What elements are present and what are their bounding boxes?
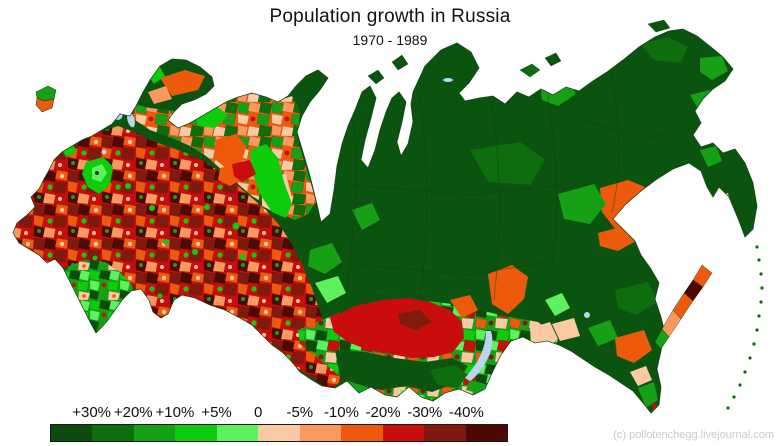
- legend-labels: +30% +20% +10% +5% 0 -5% -10% -20% -30% -40%: [50, 403, 508, 424]
- legend-swatch-3: [175, 425, 217, 441]
- kaliningrad-exclave: [35, 85, 57, 113]
- legend-label: +20%: [113, 404, 153, 421]
- legend-swatch-7: [341, 425, 383, 441]
- lake-taymyr: [443, 78, 453, 82]
- coastline-stroke: [12, 28, 758, 414]
- city-growth-specks: [92, 183, 246, 299]
- legend-label: 0: [254, 404, 263, 421]
- legend-swatch-5: [258, 425, 300, 441]
- legend-label: -30%: [407, 404, 443, 421]
- rybinsk-reservoir: [101, 149, 107, 155]
- west-siberia-patches: [308, 142, 545, 303]
- legend-label: -10%: [323, 404, 359, 421]
- kuril-islands: [726, 245, 764, 410]
- legend-label: +30%: [72, 404, 112, 421]
- attribution: (c) pollotenchegg.livejournal.com: [613, 429, 774, 441]
- region-borders: [345, 71, 681, 301]
- lake-onega: [127, 112, 135, 128]
- legend-swatch-4: [216, 425, 259, 441]
- legend-label: +10%: [155, 404, 195, 421]
- kola-patches: [146, 64, 228, 128]
- legend-swatch-1: [92, 425, 134, 441]
- sakhalin-island: [654, 264, 713, 350]
- legend-swatch-10: [465, 425, 507, 441]
- legend-swatch-8: [382, 425, 425, 441]
- legend-swatch-6: [299, 425, 342, 441]
- legend-swatch-9: [424, 425, 466, 441]
- legend: +30% +20% +10% +5% 0 -5% -10% -20% -30% -40%: [50, 403, 508, 442]
- legend-bar: [50, 424, 508, 442]
- legend-label: +5%: [201, 404, 232, 421]
- sayan-dark-green: [335, 350, 468, 392]
- lake-baikal: [465, 331, 493, 381]
- small-lake: [584, 312, 590, 318]
- urals-komi-patches: [215, 134, 292, 218]
- arctic-islands: [367, 19, 671, 85]
- legend-swatch-0: [51, 425, 93, 441]
- legend-label: -40%: [448, 404, 484, 421]
- krasnoyarsk-red-zone: [330, 295, 478, 358]
- legend-label: -5%: [286, 404, 314, 421]
- legend-swatch-2: [133, 425, 176, 441]
- legend-label: -20%: [365, 404, 401, 421]
